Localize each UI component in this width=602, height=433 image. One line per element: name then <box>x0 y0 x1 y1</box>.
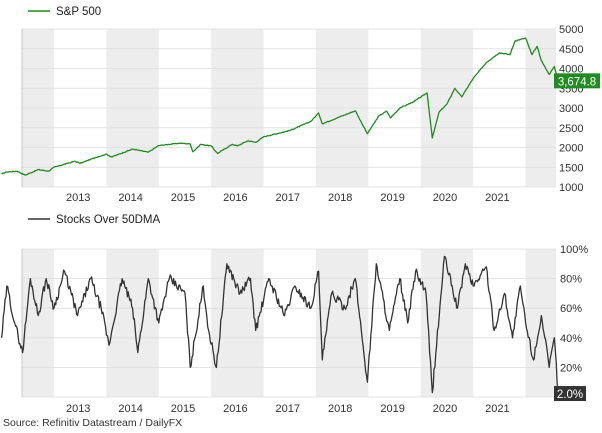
year-band-2018 <box>316 249 369 397</box>
source-note: Source: Refinitiv Datastream / DailyFX <box>3 417 183 429</box>
y-tick-label: 1000 <box>559 182 583 194</box>
series-line-sp500 <box>1 37 559 176</box>
x-tick-label: 2014 <box>118 192 142 204</box>
x-tick-label: 2020 <box>433 403 457 415</box>
y-tick-label: 4500 <box>559 44 583 56</box>
x-tick-label: 2013 <box>66 192 90 204</box>
y-tick-label: 2000 <box>559 143 583 155</box>
last-value-label: 3,674.8 <box>558 76 596 88</box>
x-tick-label: 2015 <box>171 192 195 204</box>
x-tick-label: 2016 <box>223 403 247 415</box>
y-tick-label: 1500 <box>559 162 583 174</box>
y-tick-label: 40% <box>560 333 582 345</box>
y-tick-label: 4000 <box>559 64 583 76</box>
x-tick-label: 2018 <box>328 192 352 204</box>
last-value-label: 2.0% <box>557 389 583 401</box>
last-value-box <box>554 386 586 402</box>
year-band-2014 <box>106 249 159 397</box>
x-tick-label: 2016 <box>223 192 247 204</box>
series-line-stocks-over-50dma <box>0 255 559 395</box>
x-tick-label: 2015 <box>171 403 195 415</box>
y-tick-label: 5000 <box>559 24 583 36</box>
y-tick-label: 20% <box>560 362 582 374</box>
year-band-2012 <box>22 249 54 397</box>
x-tick-label: 2014 <box>118 403 142 415</box>
y-tick-label: 80% <box>560 274 582 286</box>
legend-label: S&P 500 <box>56 6 101 18</box>
x-tick-label: 2019 <box>380 192 404 204</box>
x-tick-label: 2019 <box>380 403 404 415</box>
y-tick-label: 60% <box>560 303 582 315</box>
x-tick-label: 2013 <box>66 403 90 415</box>
last-value-box <box>554 73 600 89</box>
y-tick-label: 2500 <box>559 123 583 135</box>
x-tick-label: 2020 <box>433 192 457 204</box>
x-tick-label: 2021 <box>485 192 509 204</box>
x-tick-label: 2017 <box>276 403 300 415</box>
y-tick-label: 100% <box>560 244 588 256</box>
year-band-2020 <box>420 249 474 397</box>
legend-label: Stocks Over 50DMA <box>56 214 160 226</box>
x-tick-label: 2017 <box>276 192 300 204</box>
x-tick-label: 2021 <box>485 403 509 415</box>
y-tick-label: 3000 <box>559 103 583 115</box>
x-tick-label: 2018 <box>328 403 352 415</box>
